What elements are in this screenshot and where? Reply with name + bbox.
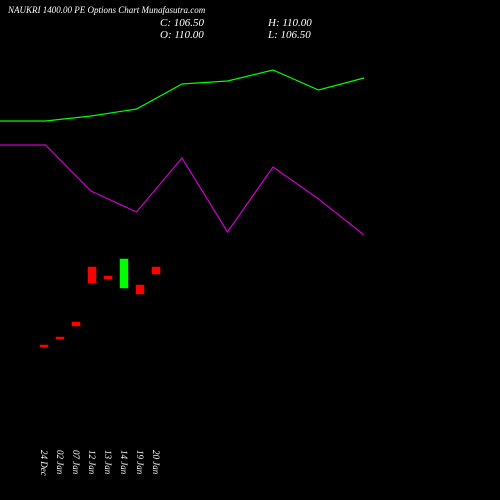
candle-body — [71, 321, 81, 327]
candle-body — [87, 266, 97, 284]
candle-body — [151, 266, 161, 275]
ohlc-label: H: 110.00 — [267, 17, 312, 29]
candle-body — [135, 284, 145, 295]
indicator-line — [0, 69, 365, 122]
x-tick-label: 24 Dec — [39, 450, 49, 476]
candle-body — [39, 344, 49, 348]
chart-title: NAUKRI 1400.00 PE Options Chart Munafasu… — [7, 5, 206, 15]
candle-body — [119, 258, 129, 289]
ohlc-label: L: 106.50 — [267, 29, 311, 41]
candle-body — [103, 275, 113, 280]
ohlc-label: C: 106.50 — [160, 17, 205, 29]
x-tick-label: 20 Jan — [151, 450, 161, 475]
x-tick-label: 02 Jan — [55, 450, 65, 475]
ohlc-label: O: 110.00 — [160, 29, 204, 41]
x-tick-label: 14 Jan — [119, 450, 129, 475]
x-tick-label: 19 Jan — [135, 450, 145, 475]
x-tick-label: 13 Jan — [103, 450, 113, 475]
indicator-line — [0, 144, 365, 236]
x-tick-label: 12 Jan — [87, 450, 97, 475]
candle-body — [55, 336, 65, 340]
x-tick-label: 07 Jan — [71, 450, 81, 475]
